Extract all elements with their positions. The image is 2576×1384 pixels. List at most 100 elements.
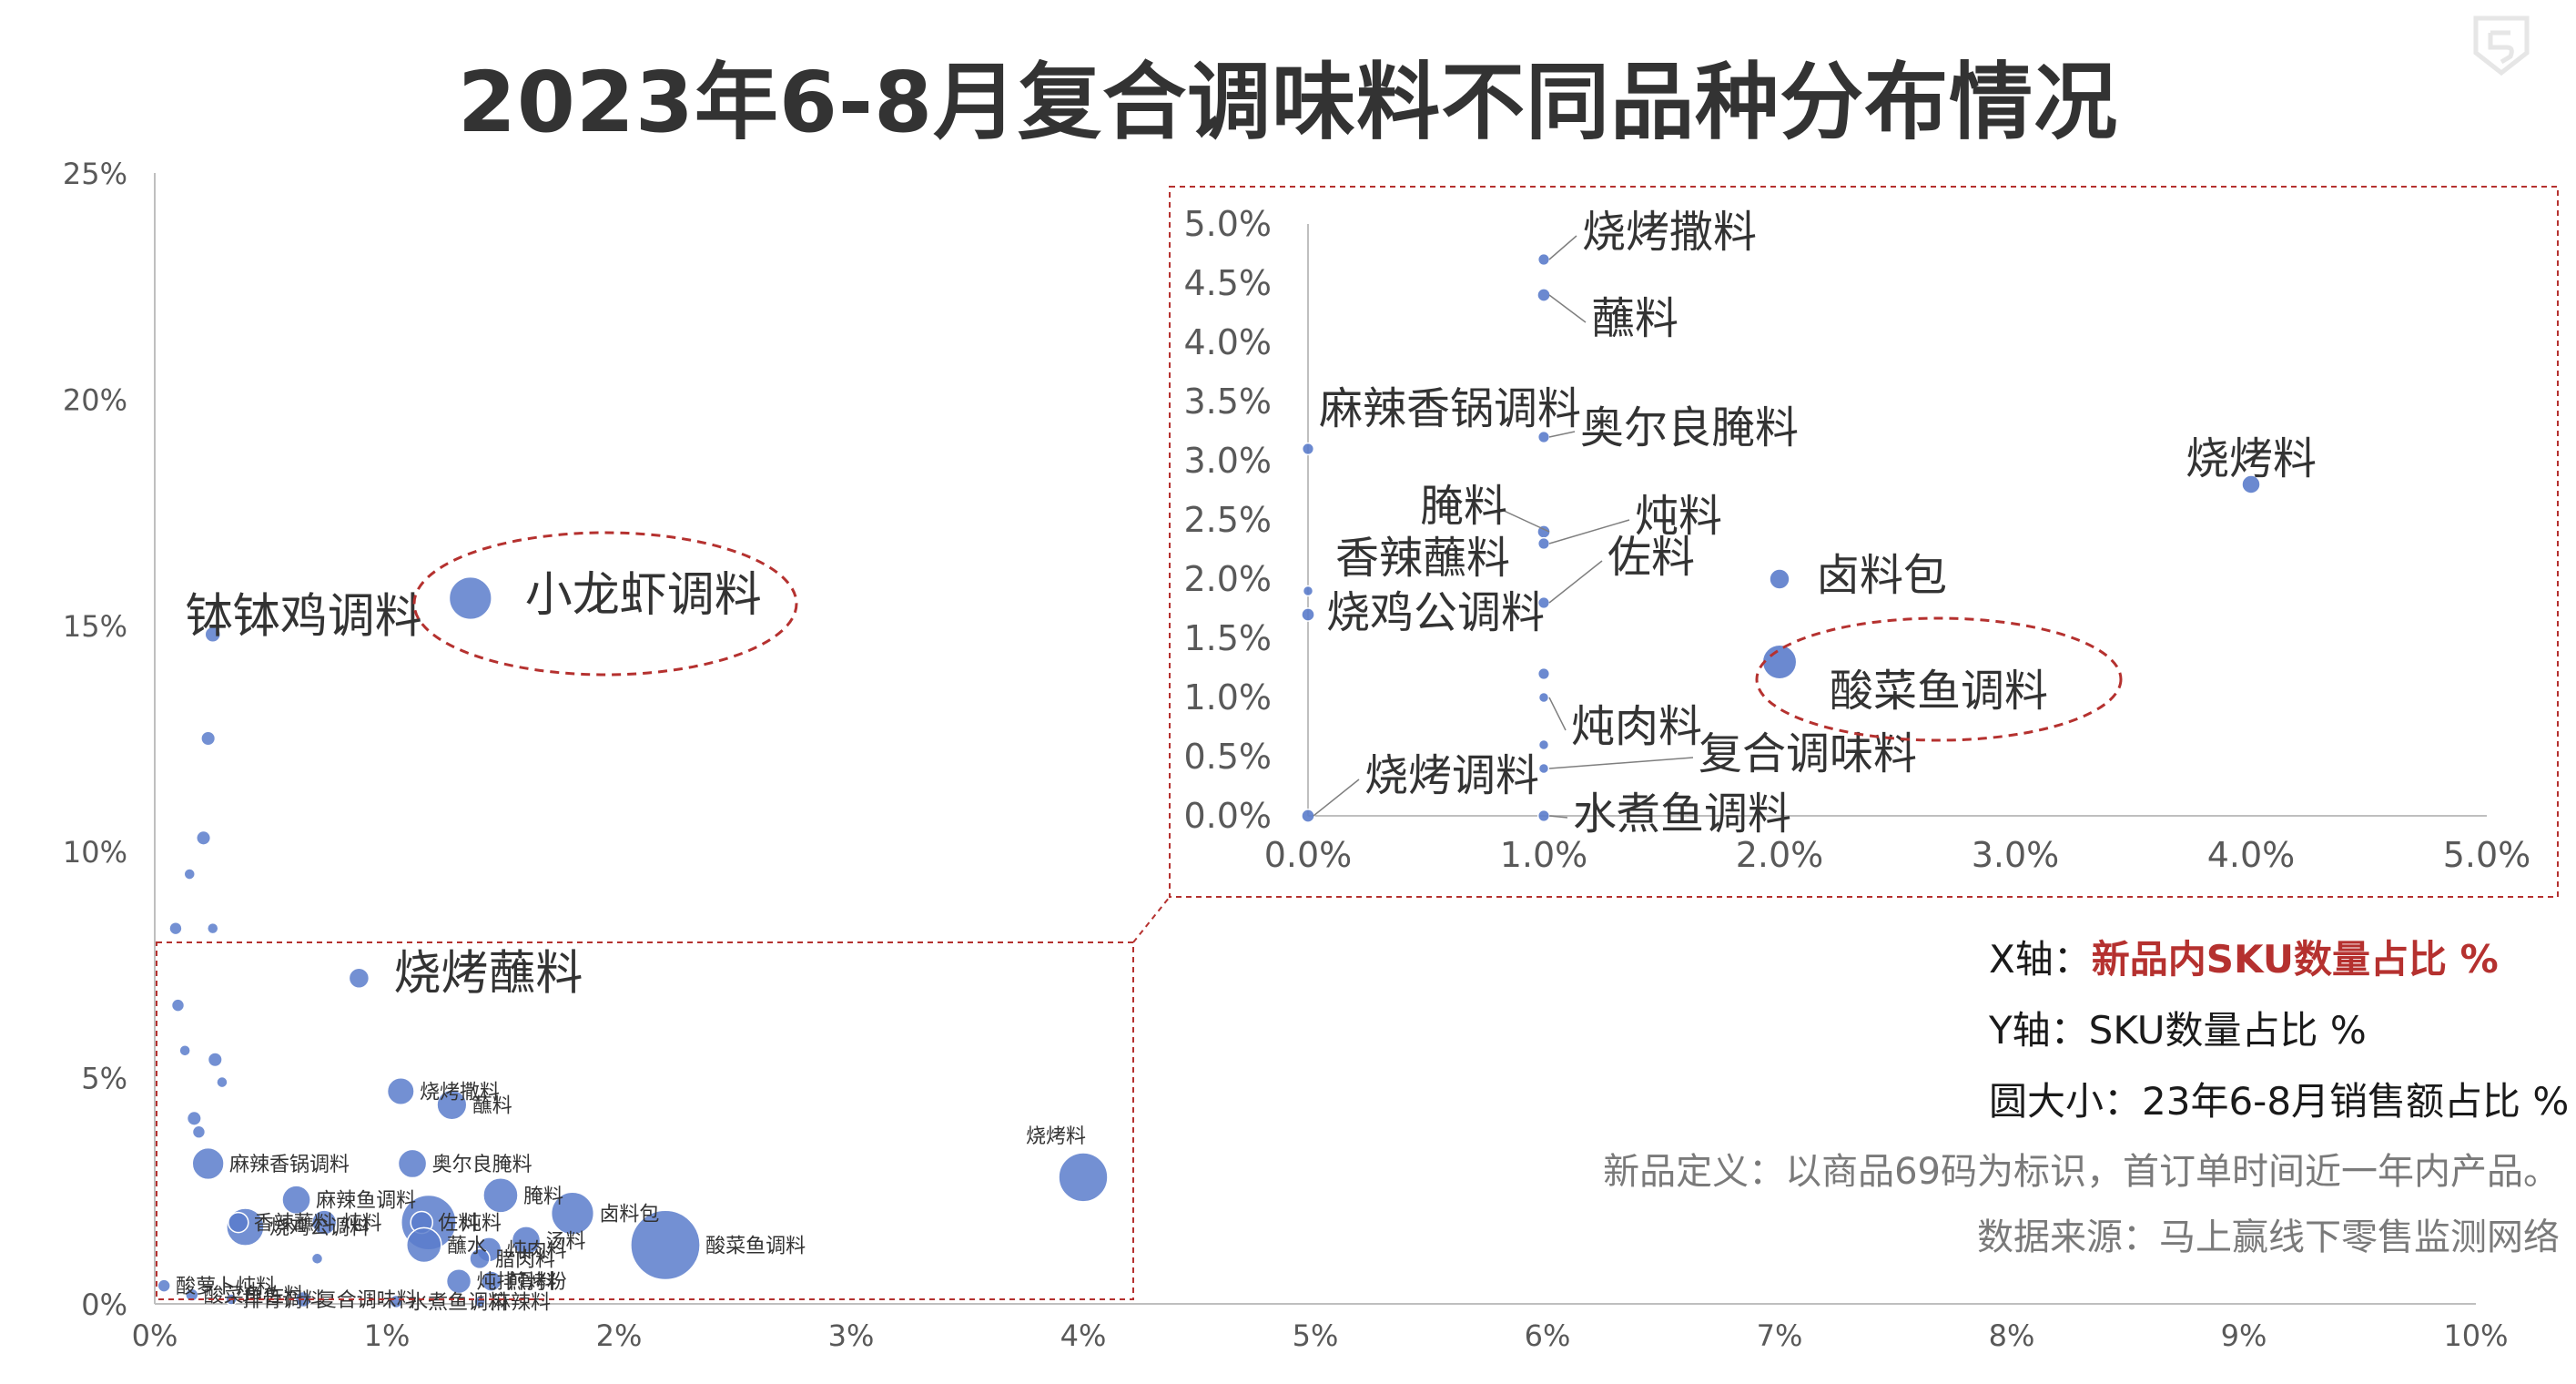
inset-bubble: [1761, 644, 1798, 680]
bubble: [204, 626, 222, 644]
bubble: [630, 1209, 701, 1281]
inset-bubble: [1536, 809, 1551, 823]
bubble-label: 麻辣香锅调料: [229, 1154, 350, 1176]
inset-bubble: [1301, 442, 1315, 456]
inset-bubble: [1769, 568, 1790, 590]
inset-y-tick-label: 0.5%: [1183, 737, 1272, 777]
inset-x-tick-label: 1.0%: [1500, 835, 1588, 875]
x-tick-label: 8%: [1989, 1318, 2035, 1353]
x-tick-label: 1%: [364, 1318, 411, 1353]
bubble: [168, 921, 183, 936]
inset-y-tick-label: 1.0%: [1183, 677, 1272, 717]
inset-x-tick-label: 3.0%: [1972, 835, 2060, 875]
bubble-label: 复合调味料: [317, 1289, 417, 1312]
bubble: [157, 1278, 171, 1293]
bubble: [448, 575, 492, 621]
y-tick-label: 5%: [81, 1062, 127, 1096]
inset-bubble-label: 奥尔良腌料: [1580, 402, 1799, 453]
inset-x-tick-label: 5.0%: [2443, 835, 2531, 875]
inset-x-tick-label: 4.0%: [2207, 835, 2296, 875]
bubble-label: 麻辣鱼调料: [316, 1190, 416, 1213]
inset-bubble-label: 水煮鱼调料: [1573, 789, 1791, 840]
bubble-label: 烧烤蘸料: [393, 946, 583, 1001]
inset-leader-line: [1548, 431, 1576, 438]
legend-x-value: 新品内SKU数量占比 %: [2091, 937, 2499, 982]
bubble: [511, 1226, 542, 1256]
inset-y-tick-label: 2.5%: [1183, 500, 1272, 540]
y-tick-label: 0%: [81, 1287, 127, 1322]
bubble: [482, 1176, 519, 1214]
inset-leader-line: [1548, 560, 1603, 604]
bubble-label: 卤料包: [599, 1204, 659, 1226]
bubble-label: 炖肉料: [507, 1239, 567, 1262]
bubble-label: 佐料: [438, 1213, 478, 1236]
bubble-label: 炖排骨料: [477, 1271, 557, 1294]
inset-leader-line: [1501, 509, 1550, 533]
inset-bubble-label: 卤料包: [1816, 550, 1947, 601]
bubble-label: 奥尔良腌料: [432, 1154, 532, 1176]
y-tick-label: 20%: [63, 382, 127, 417]
bubble-label: 炖料: [342, 1213, 382, 1236]
inset-bubble-label: 炖料: [1635, 491, 1722, 542]
inset-bubble: [1536, 288, 1551, 302]
inset-y-tick-label: 4.5%: [1183, 263, 1272, 303]
bubble: [550, 1191, 595, 1236]
inset-bubble: [2241, 474, 2261, 494]
x-tick-label: 5%: [1293, 1318, 1339, 1353]
inset-bubble-label: 炖肉料: [1571, 701, 1702, 752]
bubble: [191, 1124, 207, 1139]
bubble-label: 排骨调料: [242, 1289, 322, 1312]
note-definition: 新品定义：以商品69码为标识，首订单时间近一年内产品。: [1603, 1151, 2560, 1193]
bubble: [178, 1044, 191, 1057]
inset-bubble: [1536, 252, 1551, 267]
bubble-label: 烧鸡公调料: [269, 1217, 370, 1240]
chart-title: 2023年6-8月复合调味料不同品种分布情况: [457, 54, 2119, 151]
bubble-label: 小龙虾调料: [525, 568, 762, 623]
inset-bubble-label: 香辣蘸料: [1335, 533, 1510, 584]
highlight-ellipse: [412, 531, 798, 677]
bubble-label: 蘸水: [447, 1235, 487, 1257]
bubble-label: 腊肉料: [495, 1248, 555, 1271]
x-tick-label: 3%: [828, 1318, 875, 1353]
inset-bubble-label: 复合调味料: [1699, 728, 1917, 779]
bubble-label: 烧烤料: [1026, 1125, 1086, 1148]
inset-y-tick-label: 0.0%: [1183, 796, 1272, 836]
inset-bubble-label: 烧烤撒料: [1582, 207, 1757, 258]
bubble: [405, 1226, 442, 1264]
y-tick-label: 25%: [63, 157, 127, 191]
bubble: [186, 1110, 202, 1126]
inset-x-tick-label: 0.0%: [1264, 835, 1353, 875]
inset-leader-line: [1548, 235, 1577, 260]
inset-y-tick-label: 1.5%: [1183, 618, 1272, 658]
inset-bubble: [1537, 762, 1550, 775]
inset-bubble-label: 腌料: [1420, 481, 1507, 532]
inset-y-tick-label: 4.0%: [1183, 322, 1272, 362]
inset-x-tick-label: 2.0%: [1736, 835, 1824, 875]
bubble: [310, 1252, 324, 1266]
bubble-label: 香辣蘸料: [254, 1213, 334, 1236]
inset-highlight-ellipse: [1755, 616, 2123, 742]
bubble-label: 酸萝卜炖料: [176, 1276, 276, 1298]
inset-leader-line: [1548, 294, 1587, 323]
bubble: [207, 1052, 223, 1068]
bubble: [281, 1185, 311, 1216]
bubble: [310, 1209, 338, 1236]
zoom-region-box: [156, 941, 1134, 1300]
inset-bubble-label: 烧烤调料: [1364, 750, 1539, 801]
x-tick-label: 2%: [596, 1318, 643, 1353]
x-tick-label: 10%: [2443, 1318, 2508, 1353]
legend-y: Y轴：SKU数量占比 %: [1989, 1008, 2367, 1053]
legend-size: 圆大小：23年6-8月销售额占比 %: [1989, 1079, 2570, 1124]
y-tick-label: 15%: [63, 609, 127, 644]
inset-bubble: [1536, 536, 1551, 551]
x-tick-label: 7%: [1757, 1318, 1803, 1353]
inset-bubble: [1301, 809, 1315, 823]
bubble: [183, 868, 197, 880]
bubble-label: 水煮鱼调料: [408, 1292, 508, 1315]
bubble: [200, 730, 217, 747]
inset-leader-line: [1313, 778, 1360, 817]
inset-bubble: [1537, 738, 1550, 751]
note-source: 数据来源：马上赢线下零售监测网络: [1977, 1216, 2560, 1258]
bubble-label: 烧烤撒料: [420, 1082, 500, 1104]
